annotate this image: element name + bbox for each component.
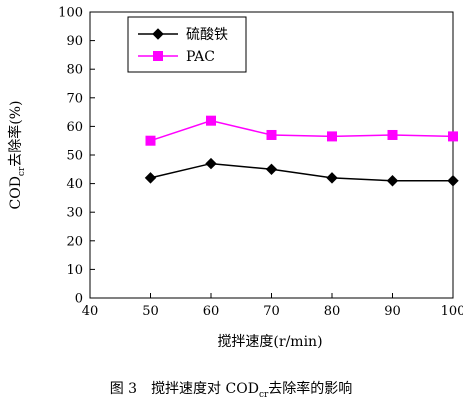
y-tick-label: 50 (66, 149, 83, 164)
legend-label: 硫酸铁 (186, 27, 228, 43)
series-line (150, 162, 453, 182)
y-axis-title-subscript: cr (17, 166, 27, 176)
series-line (150, 119, 454, 142)
x-axis-title: 搅拌速度(r/min) (217, 334, 322, 350)
caption-text: 搅拌速度对 COD (151, 381, 259, 397)
x-tick-label: 90 (384, 304, 401, 319)
legend-item: 硫酸铁 (138, 27, 228, 43)
caption-figure-number: 图 3 (110, 381, 137, 397)
y-tick-label: 80 (66, 63, 83, 78)
x-tick-label: 50 (142, 304, 159, 319)
x-tick-label: 80 (324, 304, 341, 319)
y-axis-title-suffix: 去除率(%) (7, 101, 24, 167)
data-point (387, 129, 398, 140)
legend-marker (153, 51, 163, 61)
data-point (266, 129, 277, 140)
y-tick-label: 20 (66, 234, 83, 249)
y-tick-label: 70 (66, 91, 83, 106)
y-axis-title-main: COD (8, 176, 24, 209)
data-point (145, 135, 156, 146)
data-point (265, 163, 278, 176)
y-tick-label: 60 (66, 120, 83, 135)
x-tick-label: 70 (263, 304, 280, 319)
legend-box (127, 16, 247, 73)
caption-text-end: 去除率的影响 (268, 380, 352, 397)
data-point (205, 157, 217, 170)
y-axis-title: CODcr去除率(%) (7, 101, 27, 210)
legend-item: PAC (138, 49, 215, 65)
data-point (326, 172, 338, 184)
data-point (447, 175, 459, 187)
data-point (448, 131, 458, 142)
legend-label: PAC (186, 49, 215, 65)
y-tick-label: 10 (66, 263, 83, 278)
series-ferric-sulfate (144, 157, 459, 187)
x-tick-label: 40 (82, 304, 99, 319)
y-tick-label: 90 (66, 34, 83, 49)
x-tick-label: 60 (203, 304, 220, 319)
x-tick-label: 100 (441, 304, 463, 319)
series-pac (145, 115, 458, 146)
figure-caption: 图 3 搅拌速度对 CODcr去除率的影响 (110, 380, 353, 400)
data-point (206, 115, 216, 126)
y-tick-label: 100 (58, 6, 83, 21)
caption-subscript: cr (259, 390, 269, 400)
x-axis-ticks: 40 50 60 70 80 90 100 (82, 293, 463, 319)
data-point (386, 175, 399, 187)
y-axis-ticks: 0 10 20 30 40 50 60 70 80 90 100 (58, 6, 95, 307)
y-tick-label: 40 (66, 177, 83, 192)
y-tick-label: 30 (66, 206, 83, 221)
y-tick-label: 0 (75, 292, 83, 307)
data-point (144, 172, 157, 184)
series-layer (144, 115, 459, 187)
legend-marker (152, 28, 164, 40)
data-point (327, 131, 337, 142)
legend: 硫酸铁 PAC (127, 16, 247, 73)
